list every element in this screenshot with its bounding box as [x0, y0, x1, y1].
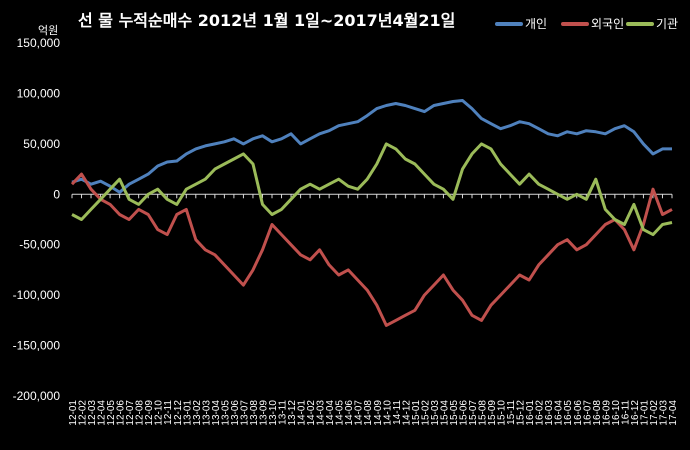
x-tick-label: 17-03 [658, 400, 669, 426]
series-line [71, 142, 673, 237]
x-tick-label: 13-11 [278, 400, 289, 425]
x-tick-label: 16-02 [535, 400, 546, 426]
x-tick-label: 17-02 [649, 400, 660, 426]
x-tick-label: 15-12 [516, 400, 527, 426]
x-tick-label: 17-01 [639, 400, 650, 426]
x-tick-label: 14-04 [325, 400, 336, 426]
x-tick-label: 12-04 [97, 400, 108, 426]
chart-title: 선 물 누적순매수 2012년 1월 1일~2017년4월21일 [78, 11, 455, 30]
y-tick-label: -150,000 [13, 339, 61, 353]
x-tick-label: 12-03 [87, 400, 98, 426]
legend-label: 외국인 [591, 17, 624, 31]
y-tick-label: 100,000 [17, 86, 61, 100]
x-tick-label: 14-03 [316, 400, 327, 426]
x-tick-label: 13-02 [192, 400, 203, 426]
y-tick-label: 50,000 [23, 137, 60, 151]
x-tick-label: 12-09 [144, 400, 155, 426]
x-tick-label: 13-07 [239, 400, 250, 426]
x-tick-label: 14-09 [373, 400, 384, 426]
x-tick-label: 16-03 [544, 400, 555, 426]
x-tick-label: 13-06 [230, 400, 241, 426]
y-tick-label: -100,000 [13, 288, 61, 302]
x-tick-label: 15-09 [487, 400, 498, 426]
x-tick-label: 13-01 [182, 400, 193, 426]
x-tick-label: 15-07 [468, 400, 479, 426]
x-tick-label: 15-01 [411, 400, 422, 426]
x-tick-label: 16-06 [573, 400, 584, 426]
x-tick-label: 12-01 [68, 400, 79, 426]
x-tick-label: 15-06 [458, 400, 469, 426]
x-tick-label: 14-08 [363, 400, 374, 426]
x-tick-label: 16-07 [582, 400, 593, 426]
x-tick-label: 14-01 [297, 400, 308, 426]
x-tick-label: 15-03 [430, 400, 441, 426]
x-tick-label: 16-11 [620, 400, 631, 425]
x-tick-label: 12-05 [106, 400, 117, 426]
x-tick-label: 13-10 [268, 400, 279, 426]
y-tick-label: 150,000 [17, 36, 61, 50]
x-tick-label: 12-12 [173, 400, 184, 426]
x-tick-label: 16-08 [592, 400, 603, 426]
x-tick-label: 16-04 [554, 400, 565, 426]
x-axis-ticks: 12-0112-0212-0312-0412-0512-0612-0712-08… [68, 194, 679, 426]
x-tick-label: 16-10 [611, 400, 622, 426]
x-tick-label: 14-02 [306, 400, 317, 426]
x-tick-label: 12-06 [116, 400, 127, 426]
x-tick-label: 14-07 [354, 400, 365, 426]
legend: 개인 외국인 기관 [495, 17, 678, 31]
x-tick-label: 13-03 [201, 400, 212, 426]
y-tick-label: 0 [53, 187, 60, 201]
legend-label: 기관 [656, 17, 678, 31]
x-tick-label: 15-05 [449, 400, 460, 426]
y-axis-unit: 억원 [38, 24, 58, 37]
x-tick-label: 15-04 [439, 400, 450, 426]
x-tick-label: 13-04 [211, 400, 222, 426]
y-axis-ticks: 150,000 100,000 50,000 0 -50,000 -100,000 -150… [13, 36, 61, 403]
x-tick-label: 13-08 [249, 400, 260, 426]
series-lines [70, 99, 673, 327]
x-tick-label: 15-10 [497, 400, 508, 426]
x-tick-label: 12-10 [154, 400, 165, 426]
y-tick-label: -200,000 [13, 389, 61, 403]
x-tick-label: 12-02 [78, 400, 89, 426]
x-tick-label: 13-05 [220, 400, 231, 426]
x-tick-label: 16-09 [601, 400, 612, 426]
x-tick-label: 12-08 [135, 400, 146, 426]
x-tick-label: 16-01 [525, 400, 536, 426]
x-tick-label: 16-05 [563, 400, 574, 426]
x-tick-label: 12-07 [125, 400, 136, 426]
x-tick-label: 16-12 [630, 400, 641, 426]
x-tick-label: 15-08 [478, 400, 489, 426]
x-tick-label: 17-04 [668, 400, 679, 426]
x-tick-label: 14-05 [335, 400, 346, 426]
x-tick-label: 12-11 [163, 400, 174, 425]
x-tick-label: 14-10 [382, 400, 393, 426]
x-tick-label: 14-06 [344, 400, 355, 426]
series-line [70, 172, 673, 327]
legend-label: 개인 [525, 17, 547, 31]
x-tick-label: 15-11 [506, 400, 517, 425]
y-tick-label: -50,000 [19, 238, 60, 252]
x-tick-label: 15-02 [420, 400, 431, 426]
series-line [71, 99, 672, 194]
x-tick-label: 13-12 [287, 400, 298, 426]
x-tick-label: 14-12 [401, 400, 412, 426]
x-tick-label: 14-11 [392, 400, 403, 425]
x-tick-label: 13-09 [258, 400, 269, 426]
